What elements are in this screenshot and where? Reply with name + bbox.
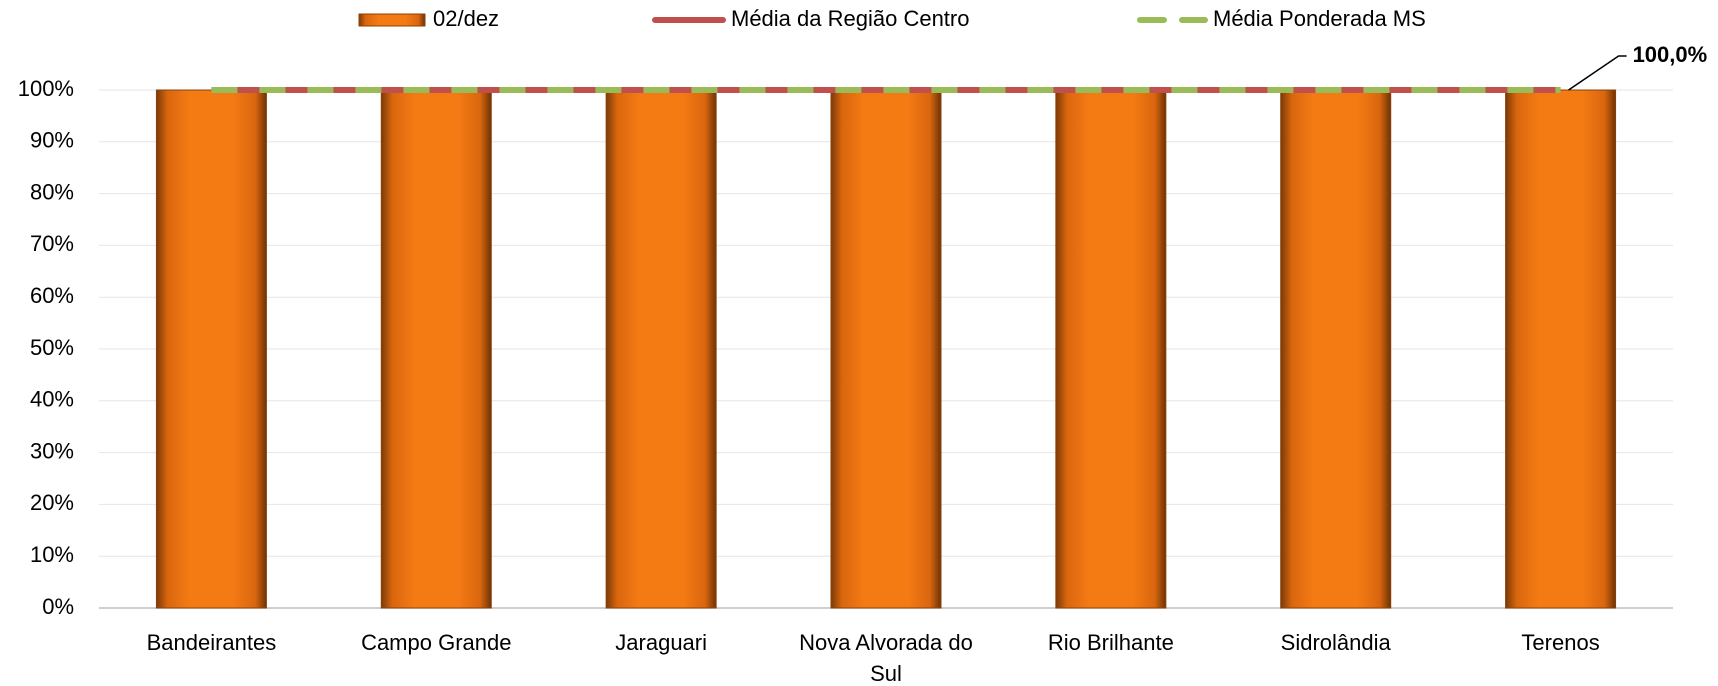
x-tick-label: Terenos bbox=[1521, 630, 1600, 655]
y-tick-label: 30% bbox=[30, 438, 74, 463]
x-tick-label: Campo Grande bbox=[361, 630, 512, 655]
x-tick-label: Sidrolândia bbox=[1280, 630, 1391, 655]
annotation: 100,0% bbox=[1633, 42, 1708, 67]
annotation-leader bbox=[1568, 55, 1627, 91]
bar bbox=[605, 89, 717, 609]
y-tick-label: 40% bbox=[30, 387, 74, 412]
legend-label: Média da Região Centro bbox=[731, 6, 969, 31]
bar bbox=[1055, 89, 1167, 609]
legend-label: Média Ponderada MS bbox=[1213, 6, 1426, 31]
bar bbox=[1280, 89, 1392, 609]
legend-label: 02/dez bbox=[433, 6, 499, 31]
bar bbox=[380, 89, 492, 609]
y-tick-label: 50% bbox=[30, 335, 74, 360]
y-tick-label: 80% bbox=[30, 179, 74, 204]
y-tick-label: 60% bbox=[30, 283, 74, 308]
y-tick-label: 90% bbox=[30, 128, 74, 153]
x-tick-label: Bandeirantes bbox=[146, 630, 277, 655]
bar bbox=[830, 89, 942, 609]
legend-swatch bbox=[358, 13, 426, 27]
y-tick-label: 100% bbox=[18, 76, 74, 101]
y-tick-label: 0% bbox=[42, 594, 74, 619]
x-tick-label: Rio Brilhante bbox=[1047, 630, 1174, 655]
y-tick-label: 20% bbox=[30, 490, 74, 515]
y-tick-label: 70% bbox=[30, 231, 74, 256]
x-tick-label: Nova Alvorada do Sul bbox=[799, 630, 973, 686]
y-tick-label: 10% bbox=[30, 542, 74, 567]
bar bbox=[1505, 89, 1617, 609]
x-tick-label: Jaraguari bbox=[615, 630, 707, 655]
bar bbox=[155, 89, 267, 609]
